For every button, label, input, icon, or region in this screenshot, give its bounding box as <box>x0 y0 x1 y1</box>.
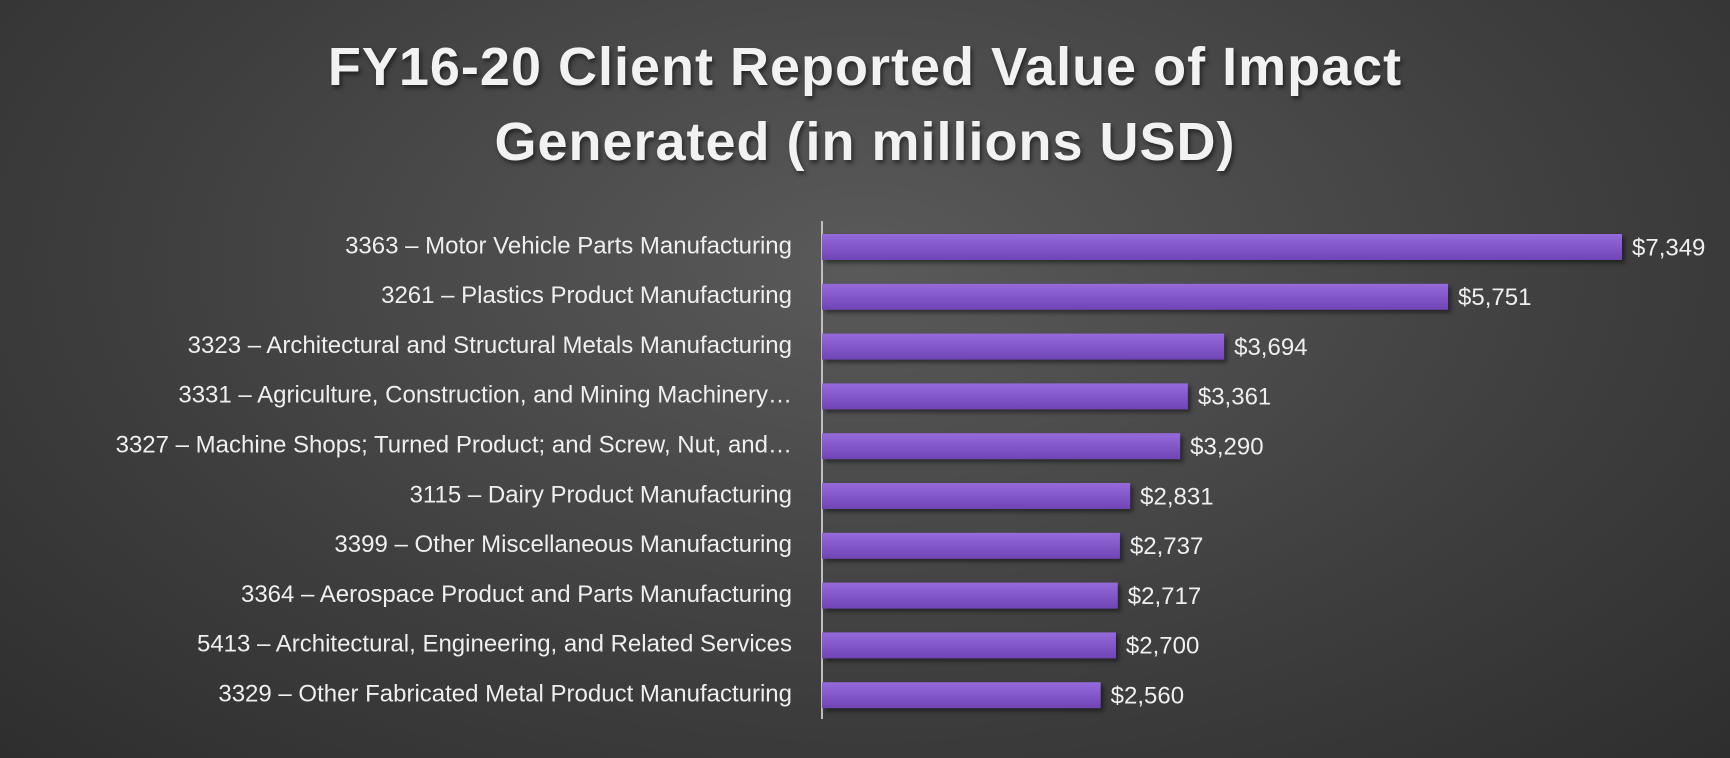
value-label: $7,349 <box>1632 234 1705 261</box>
bar <box>822 532 1120 559</box>
chart-title: FY16-20 Client Reported Value of Impact … <box>327 37 1403 172</box>
category-label: 3329 – Other Fabricated Metal Product Ma… <box>218 681 792 708</box>
value-label: $3,290 <box>1190 434 1263 461</box>
bar <box>822 283 1449 310</box>
value-label: $3,694 <box>1234 334 1307 361</box>
value-label: $5,751 <box>1458 284 1531 311</box>
bar <box>822 234 1622 260</box>
bar <box>822 333 1225 360</box>
bar <box>822 383 1188 410</box>
category-label: 5413 – Architectural, Engineering, and R… <box>197 631 792 658</box>
bar <box>822 433 1181 460</box>
bar <box>822 632 1116 659</box>
category-label: 3364 – Aerospace Product and Parts Manuf… <box>241 581 792 608</box>
category-label: 3399 – Other Miscellaneous Manufacturing <box>334 531 792 558</box>
value-label: $2,831 <box>1140 483 1213 510</box>
category-label: 3327 – Machine Shops; Turned Product; an… <box>116 432 792 459</box>
bar <box>822 682 1101 709</box>
category-label: 3115 – Dairy Product Manufacturing <box>410 481 792 508</box>
bar <box>822 582 1118 609</box>
value-label: $3,361 <box>1198 384 1271 411</box>
value-label: $2,737 <box>1130 533 1203 560</box>
category-label: 3363 – Motor Vehicle Parts Manufacturing <box>345 232 792 259</box>
bar <box>822 483 1131 509</box>
value-label: $2,560 <box>1111 683 1184 710</box>
category-label: 3323 – Architectural and Structural Meta… <box>188 332 792 359</box>
category-label: 3261 – Plastics Product Manufacturing <box>381 282 792 309</box>
category-label: 3331 – Agriculture, Construction, and Mi… <box>178 382 792 409</box>
value-label: $2,717 <box>1128 583 1201 610</box>
value-label: $2,700 <box>1126 633 1199 660</box>
